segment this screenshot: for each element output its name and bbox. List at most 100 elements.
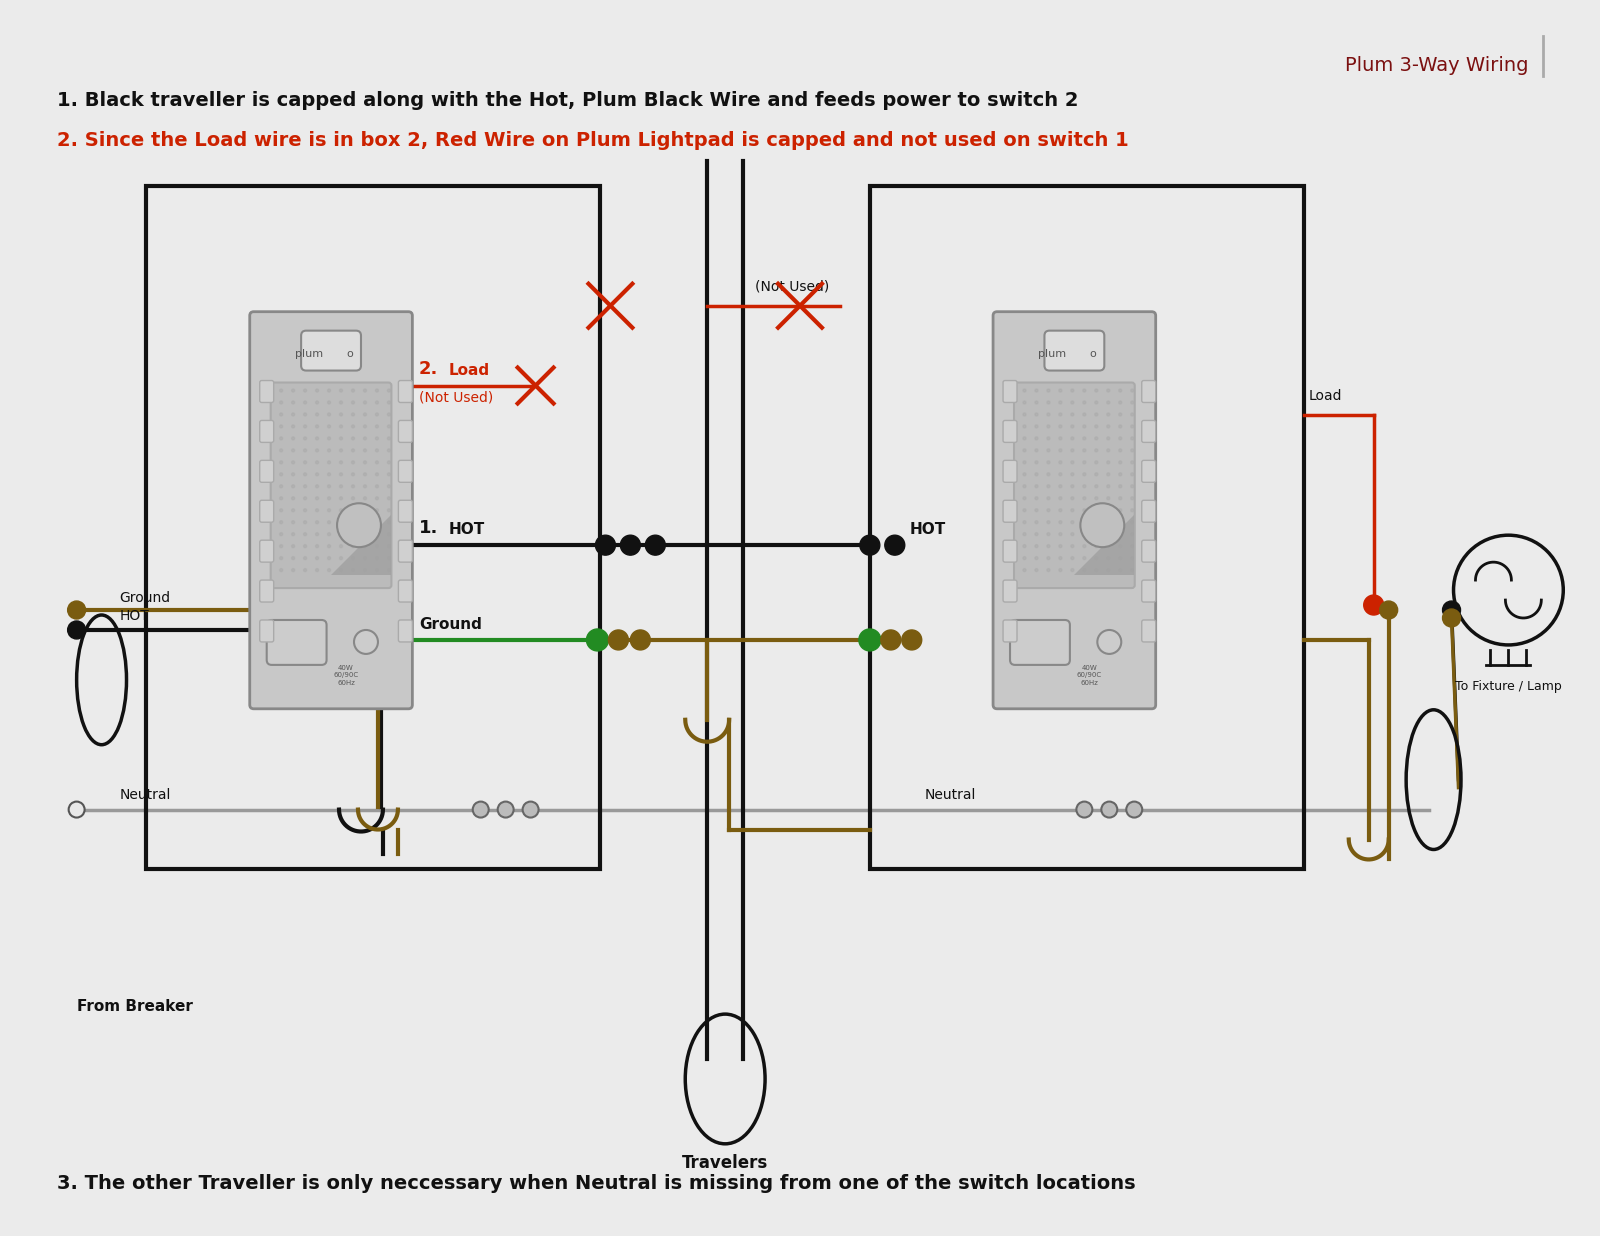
- Circle shape: [1107, 400, 1110, 404]
- Circle shape: [352, 389, 355, 392]
- Circle shape: [1035, 485, 1038, 488]
- Circle shape: [280, 520, 283, 524]
- Circle shape: [1022, 425, 1026, 428]
- Circle shape: [339, 485, 342, 488]
- Circle shape: [1094, 533, 1098, 535]
- Circle shape: [352, 556, 355, 560]
- Circle shape: [315, 509, 318, 512]
- Circle shape: [1035, 497, 1038, 499]
- Circle shape: [376, 436, 379, 440]
- Circle shape: [328, 497, 331, 499]
- Circle shape: [1059, 449, 1062, 452]
- Circle shape: [1070, 449, 1074, 452]
- Circle shape: [280, 533, 283, 535]
- Circle shape: [1022, 545, 1026, 548]
- Circle shape: [1094, 520, 1098, 524]
- Circle shape: [1131, 556, 1134, 560]
- Circle shape: [1083, 389, 1086, 392]
- Circle shape: [1046, 509, 1050, 512]
- Circle shape: [1022, 485, 1026, 488]
- Circle shape: [291, 389, 294, 392]
- Circle shape: [328, 449, 331, 452]
- FancyBboxPatch shape: [259, 420, 274, 442]
- Circle shape: [280, 473, 283, 476]
- FancyBboxPatch shape: [259, 460, 274, 482]
- Circle shape: [387, 520, 390, 524]
- Circle shape: [1022, 389, 1026, 392]
- Circle shape: [363, 520, 366, 524]
- Circle shape: [1107, 545, 1110, 548]
- Circle shape: [291, 436, 294, 440]
- Circle shape: [304, 520, 307, 524]
- Circle shape: [387, 436, 390, 440]
- Circle shape: [1101, 802, 1117, 817]
- Circle shape: [1131, 413, 1134, 417]
- Circle shape: [1107, 389, 1110, 392]
- Circle shape: [280, 545, 283, 548]
- Circle shape: [352, 569, 355, 571]
- Circle shape: [304, 461, 307, 464]
- Text: plum: plum: [294, 349, 323, 358]
- Circle shape: [1107, 485, 1110, 488]
- Circle shape: [1046, 425, 1050, 428]
- Circle shape: [280, 461, 283, 464]
- FancyBboxPatch shape: [1003, 620, 1018, 641]
- Circle shape: [1035, 520, 1038, 524]
- FancyBboxPatch shape: [1142, 420, 1155, 442]
- Circle shape: [1059, 400, 1062, 404]
- Circle shape: [1022, 509, 1026, 512]
- Circle shape: [1059, 461, 1062, 464]
- Circle shape: [376, 569, 379, 571]
- Circle shape: [376, 533, 379, 535]
- Circle shape: [1118, 413, 1122, 417]
- Circle shape: [1046, 436, 1050, 440]
- Text: (Not Used): (Not Used): [755, 279, 829, 294]
- Text: 40W
60/90C
60Hz: 40W 60/90C 60Hz: [333, 665, 358, 686]
- Circle shape: [280, 556, 283, 560]
- Text: Ground: Ground: [120, 591, 171, 606]
- Circle shape: [280, 509, 283, 512]
- Circle shape: [1107, 509, 1110, 512]
- Circle shape: [304, 509, 307, 512]
- Circle shape: [1046, 556, 1050, 560]
- Circle shape: [352, 425, 355, 428]
- Circle shape: [328, 461, 331, 464]
- Circle shape: [376, 400, 379, 404]
- Circle shape: [1083, 509, 1086, 512]
- Circle shape: [352, 485, 355, 488]
- Circle shape: [339, 473, 342, 476]
- Circle shape: [1094, 400, 1098, 404]
- Circle shape: [339, 461, 342, 464]
- Circle shape: [1107, 556, 1110, 560]
- Circle shape: [339, 509, 342, 512]
- Circle shape: [304, 449, 307, 452]
- FancyBboxPatch shape: [1142, 501, 1155, 523]
- Circle shape: [885, 535, 904, 555]
- Circle shape: [1131, 473, 1134, 476]
- Circle shape: [1035, 389, 1038, 392]
- Circle shape: [1035, 556, 1038, 560]
- Circle shape: [523, 802, 539, 817]
- Circle shape: [608, 630, 629, 650]
- Circle shape: [1131, 533, 1134, 535]
- Circle shape: [1094, 473, 1098, 476]
- Circle shape: [315, 497, 318, 499]
- Circle shape: [291, 400, 294, 404]
- Circle shape: [1070, 413, 1074, 417]
- Text: (Not Used): (Not Used): [419, 391, 493, 404]
- Circle shape: [328, 389, 331, 392]
- Circle shape: [280, 497, 283, 499]
- Circle shape: [352, 533, 355, 535]
- Circle shape: [1083, 449, 1086, 452]
- Circle shape: [472, 802, 488, 817]
- Text: To Fixture / Lamp: To Fixture / Lamp: [1454, 680, 1562, 693]
- Circle shape: [339, 520, 342, 524]
- Circle shape: [352, 509, 355, 512]
- Circle shape: [387, 413, 390, 417]
- Circle shape: [387, 425, 390, 428]
- Circle shape: [1107, 520, 1110, 524]
- Circle shape: [1035, 473, 1038, 476]
- Circle shape: [882, 630, 901, 650]
- Circle shape: [1083, 473, 1086, 476]
- Text: 2. Since the Load wire is in box 2, Red Wire on Plum Lightpad is capped and not : 2. Since the Load wire is in box 2, Red …: [56, 131, 1128, 150]
